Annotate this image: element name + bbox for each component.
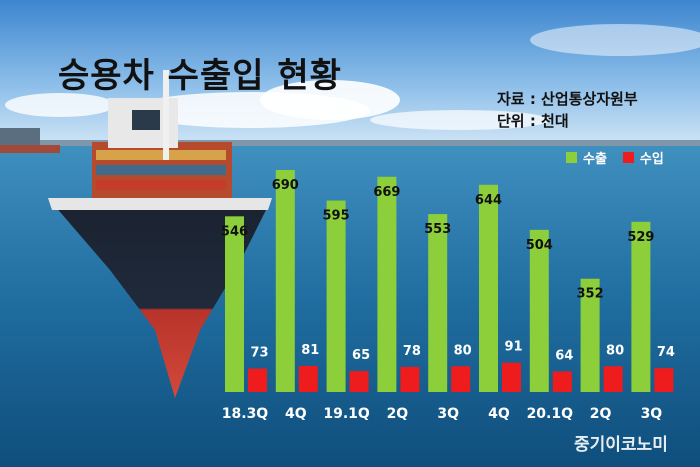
export-data-label: 504 [526, 238, 553, 253]
export-bar [631, 221, 651, 392]
export-bar [479, 184, 498, 392]
export-data-label: 529 [627, 230, 654, 245]
import-data-label: 78 [403, 344, 421, 359]
export-bar [225, 216, 244, 392]
import-bar [654, 368, 674, 392]
unit-line: 단위 : 천대 [497, 112, 569, 130]
x-tick-label: 2Q [590, 406, 612, 422]
import-data-label: 91 [504, 340, 522, 355]
import-data-label: 73 [250, 346, 268, 361]
x-tick-label: 2Q [387, 406, 409, 422]
export-bar [580, 278, 600, 392]
import-bar [298, 365, 318, 392]
ship-illustration [48, 70, 272, 398]
export-data-label: 553 [424, 222, 451, 237]
import-data-label: 81 [301, 343, 319, 358]
export-data-label: 595 [323, 209, 350, 224]
import-data-label: 65 [352, 348, 370, 363]
legend-export-label: 수출 [583, 152, 607, 167]
x-tick-label: 20.1Q [527, 406, 574, 422]
import-data-label: 80 [606, 343, 624, 358]
export-bar [326, 200, 346, 392]
x-tick-label: 3Q [437, 406, 459, 422]
x-tick-label: 19.1Q [323, 406, 370, 422]
import-bar [552, 371, 572, 392]
export-data-label: 644 [475, 193, 502, 208]
source-note: 자료 : 산업통상자원부 단위 : 천대 [497, 88, 638, 132]
chart-title: 승용차 수출입 현황 [58, 56, 342, 96]
x-tick-label: 4Q [285, 406, 307, 422]
export-data-label: 690 [272, 178, 299, 193]
import-bar [400, 366, 420, 392]
export-bar [529, 229, 549, 392]
import-bar [349, 371, 369, 392]
legend-export-swatch [566, 152, 577, 163]
import-data-label: 74 [657, 345, 675, 360]
import-bar [248, 368, 267, 392]
import-bar [603, 366, 623, 392]
legend-import-swatch [622, 152, 634, 163]
export-data-label: 352 [577, 287, 604, 302]
x-tick-label: 4Q [488, 406, 510, 422]
source-line: 자료 : 산업통상자원부 [497, 90, 638, 108]
export-data-label: 669 [373, 185, 400, 200]
import-bar [502, 362, 521, 392]
export-bar [377, 176, 397, 392]
legend-import-label: 수입 [639, 152, 664, 167]
x-tick-label: 18.3Q [222, 406, 269, 422]
import-data-label: 80 [454, 343, 472, 358]
export-bar [428, 214, 448, 392]
export-data-label: 546 [221, 224, 248, 239]
export-bar [275, 170, 295, 392]
import-bar [451, 366, 471, 392]
x-tick-label: 3Q [641, 406, 663, 422]
brand-logo-text: 중기이코노미 [574, 435, 668, 455]
legend: 수출 수입 [566, 148, 664, 167]
import-data-label: 64 [555, 348, 573, 363]
